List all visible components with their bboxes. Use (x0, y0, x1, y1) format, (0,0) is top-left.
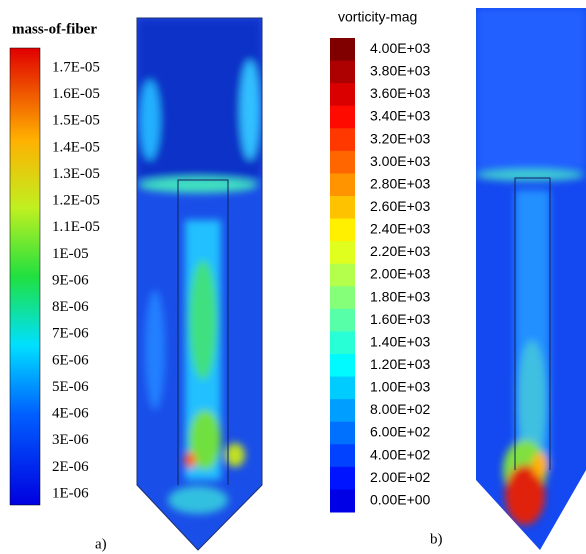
colorbar-label: 1.4E-05 (52, 139, 100, 155)
colorbar-label: 4.00E+02 (370, 446, 431, 462)
colorbar-label: 1E-05 (52, 246, 89, 262)
colorbar-label: 1E-06 (52, 485, 89, 501)
colorbar-label: 1.7E-05 (52, 59, 100, 75)
colorbar-label: 2.40E+03 (370, 221, 431, 237)
colorbar-block (330, 241, 355, 265)
colorbar-block (330, 196, 355, 220)
colorbar-label: 2.00E+02 (370, 469, 431, 485)
colorbar-label: 2.20E+03 (370, 243, 431, 259)
colorbar-block (330, 105, 355, 129)
colorbar-block (330, 466, 355, 490)
colorbar-label: 1.80E+03 (370, 288, 431, 304)
colorbar-block (330, 150, 355, 174)
colorbar-label: 3.00E+03 (370, 153, 431, 169)
colorbar (9, 47, 41, 506)
colorbar-label: 2.80E+03 (370, 175, 431, 191)
colorbar-label: 1.5E-05 (52, 113, 100, 129)
colorbar-block (330, 83, 355, 107)
colorbar-block (330, 128, 355, 152)
colorbar-label: 4.00E+03 (370, 40, 431, 56)
colorbar-label: 3E-06 (52, 432, 89, 448)
colorbar-block (330, 218, 355, 242)
colorbar-label: 2.00E+03 (370, 266, 431, 282)
colorbar-label: 3.80E+03 (370, 63, 431, 79)
colorbar-label: 1.00E+03 (370, 379, 431, 395)
colorbar-block (330, 308, 355, 332)
colorbar-block (330, 444, 355, 468)
colorbar-label: 1.60E+03 (370, 311, 431, 327)
colorbar-block (330, 38, 355, 62)
contour-plot (137, 18, 262, 550)
colorbar-label: 6E-06 (52, 352, 89, 368)
colorbar-block (330, 263, 355, 287)
colorbar-block (330, 399, 355, 423)
colorbar-block (330, 354, 355, 378)
colorbar-block (330, 60, 355, 84)
colorbar-label: 3.40E+03 (370, 108, 431, 124)
colorbar-block (330, 421, 355, 445)
colorbar-label: 1.20E+03 (370, 356, 431, 372)
colorbar-label: 8.00E+02 (370, 401, 431, 417)
colorbar-label: 1.1E-05 (52, 219, 100, 235)
colorbar-block (330, 286, 355, 310)
colorbar-title: vorticity-mag (338, 9, 417, 25)
colorbar-label: 2E-06 (52, 459, 89, 475)
colorbar-title: mass-of-fiber (12, 21, 97, 37)
colorbar-block (330, 489, 355, 513)
colorbar-label: 5E-06 (52, 379, 89, 395)
colorbar-label: 3.20E+03 (370, 130, 431, 146)
caption: a) (95, 536, 107, 552)
colorbar-block (330, 331, 355, 355)
colorbar-label: 4E-06 (52, 406, 89, 422)
colorbar-label: 1.40E+03 (370, 333, 431, 349)
colorbar-label: 1.6E-05 (52, 86, 100, 102)
caption: b) (430, 531, 443, 547)
colorbar-block (330, 173, 355, 197)
colorbar-label: 1.2E-05 (52, 193, 100, 209)
colorbar-label: 1.3E-05 (52, 166, 100, 182)
colorbar-label: 2.60E+03 (370, 198, 431, 214)
colorbar-label: 7E-06 (52, 326, 89, 342)
contour-plot (476, 8, 586, 550)
colorbar-label: 0.00E+00 (370, 491, 431, 507)
colorbar-block (330, 376, 355, 400)
colorbar-label: 6.00E+02 (370, 424, 431, 440)
colorbar-label: 3.60E+03 (370, 85, 431, 101)
colorbar-label: 8E-06 (52, 299, 89, 315)
colorbar-label: 9E-06 (52, 272, 89, 288)
